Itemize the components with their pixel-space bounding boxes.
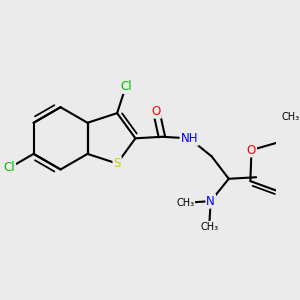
Text: Cl: Cl [120,80,132,93]
Text: O: O [247,143,256,157]
Text: O: O [152,105,161,118]
Text: S: S [113,157,121,170]
Text: CH₃: CH₃ [281,112,299,122]
Text: NH: NH [181,132,198,145]
Text: Cl: Cl [4,161,15,174]
Text: CH₃: CH₃ [200,222,218,232]
Text: CH₃: CH₃ [176,198,194,208]
Text: N: N [206,195,215,208]
